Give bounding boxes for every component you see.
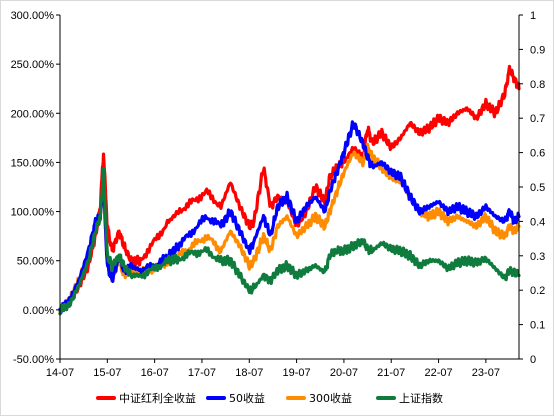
legend-label: 中证红利全收益 [119, 391, 196, 405]
right-tick-label: 0 [530, 354, 536, 366]
left-tick-label: 0.00% [23, 305, 54, 317]
right-tick-label: 0.2 [530, 285, 545, 297]
left-tick-label: 250.00% [11, 59, 55, 71]
x-tick-label: 16-07 [141, 367, 169, 379]
left-tick-label: 150.00% [11, 157, 55, 169]
right-tick-label: 1 [530, 10, 536, 22]
x-tick-label: 15-07 [93, 367, 121, 379]
legend-label: 50收益 [229, 391, 265, 405]
x-tick-label: 21-07 [377, 367, 405, 379]
series-line [58, 64, 521, 313]
right-tick-label: 0.4 [530, 216, 545, 228]
right-tick-label: 0.6 [530, 148, 545, 160]
right-tick-label: 0.9 [530, 44, 545, 56]
x-tick-labels: 14-07 15-07 16-07 17-07 18-07 19-07 20-07 21-07… [46, 359, 500, 379]
series-line [58, 142, 521, 314]
series-line [58, 166, 521, 316]
right-tick-label: 0.3 [530, 251, 545, 263]
right-tick-label: 0.5 [530, 182, 545, 194]
x-tick-label: 19-07 [283, 367, 311, 379]
plot-lines [58, 64, 521, 316]
right-tick-labels: 0 0.1 0.2 0.3 0.4 0.5 0.6 0.7 0.8 0.9 1 [519, 10, 545, 366]
x-tick-label: 22-07 [424, 367, 452, 379]
left-tick-label: 50.00% [17, 256, 55, 268]
left-tick-label: 100.00% [11, 207, 55, 219]
legend-label: 300收益 [309, 391, 352, 405]
x-tick-label: 18-07 [235, 367, 263, 379]
legend: 中证红利全收益 50收益 300收益 上证指数 [96, 391, 443, 405]
left-tick-label: 300.00% [11, 10, 55, 22]
x-tick-label: 23-07 [472, 367, 500, 379]
left-tick-label: -50.00% [13, 354, 54, 366]
x-tick-label: 20-07 [330, 367, 358, 379]
left-tick-labels: -50.00% 0.00% 50.00% 100.00% 150.00% 200.00% 2… [11, 10, 60, 366]
right-tick-label: 0.8 [530, 79, 545, 91]
legend-label: 上证指数 [399, 391, 443, 405]
x-tick-label: 14-07 [46, 367, 74, 379]
x-tick-label: 17-07 [188, 367, 216, 379]
right-tick-label: 0.1 [530, 320, 545, 332]
left-tick-label: 200.00% [11, 108, 55, 120]
right-tick-label: 0.7 [530, 113, 545, 125]
